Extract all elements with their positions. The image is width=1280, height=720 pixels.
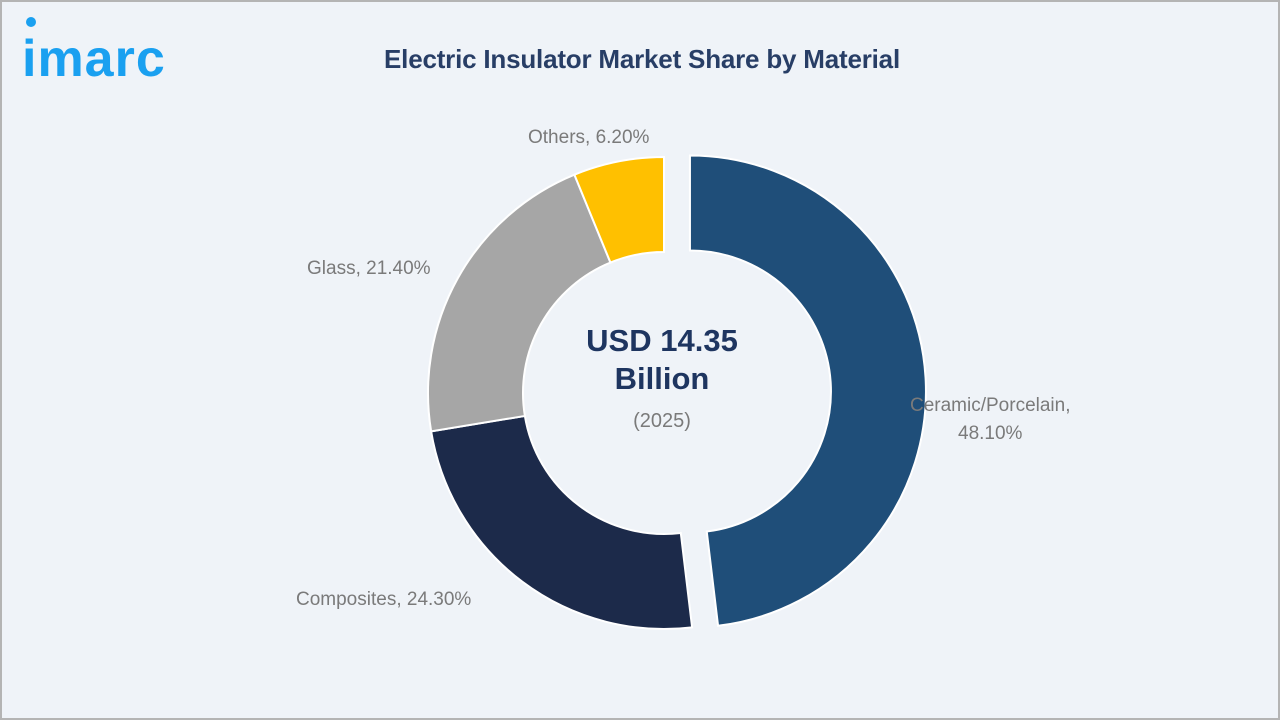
center-total: USD 14.35 Billion (2025): [562, 322, 762, 433]
label-glass: Glass, 21.40%: [307, 258, 431, 279]
label-others: Others, 6.20%: [528, 127, 650, 148]
label-ceramic-name: Ceramic/Porcelain,: [910, 395, 1071, 416]
svg-text:imarc: imarc: [22, 30, 166, 86]
slice-others: [573, 155, 665, 264]
center-value: USD 14.35: [586, 323, 738, 358]
center-unit: Billion: [614, 361, 710, 396]
label-ceramic: Ceramic/Porcelain, 48.10%: [910, 392, 1071, 448]
slice-glass: [427, 173, 612, 433]
slice-composites: [429, 414, 694, 630]
label-composites: Composites, 24.30%: [296, 589, 472, 610]
label-ceramic-value: 48.10%: [958, 423, 1023, 444]
center-year: (2025): [633, 410, 691, 432]
imarc-logo: imarc: [22, 17, 166, 86]
slice-ceramic-porcelain: [688, 154, 927, 627]
chart-title: Electric Insulator Market Share by Mater…: [384, 44, 900, 74]
